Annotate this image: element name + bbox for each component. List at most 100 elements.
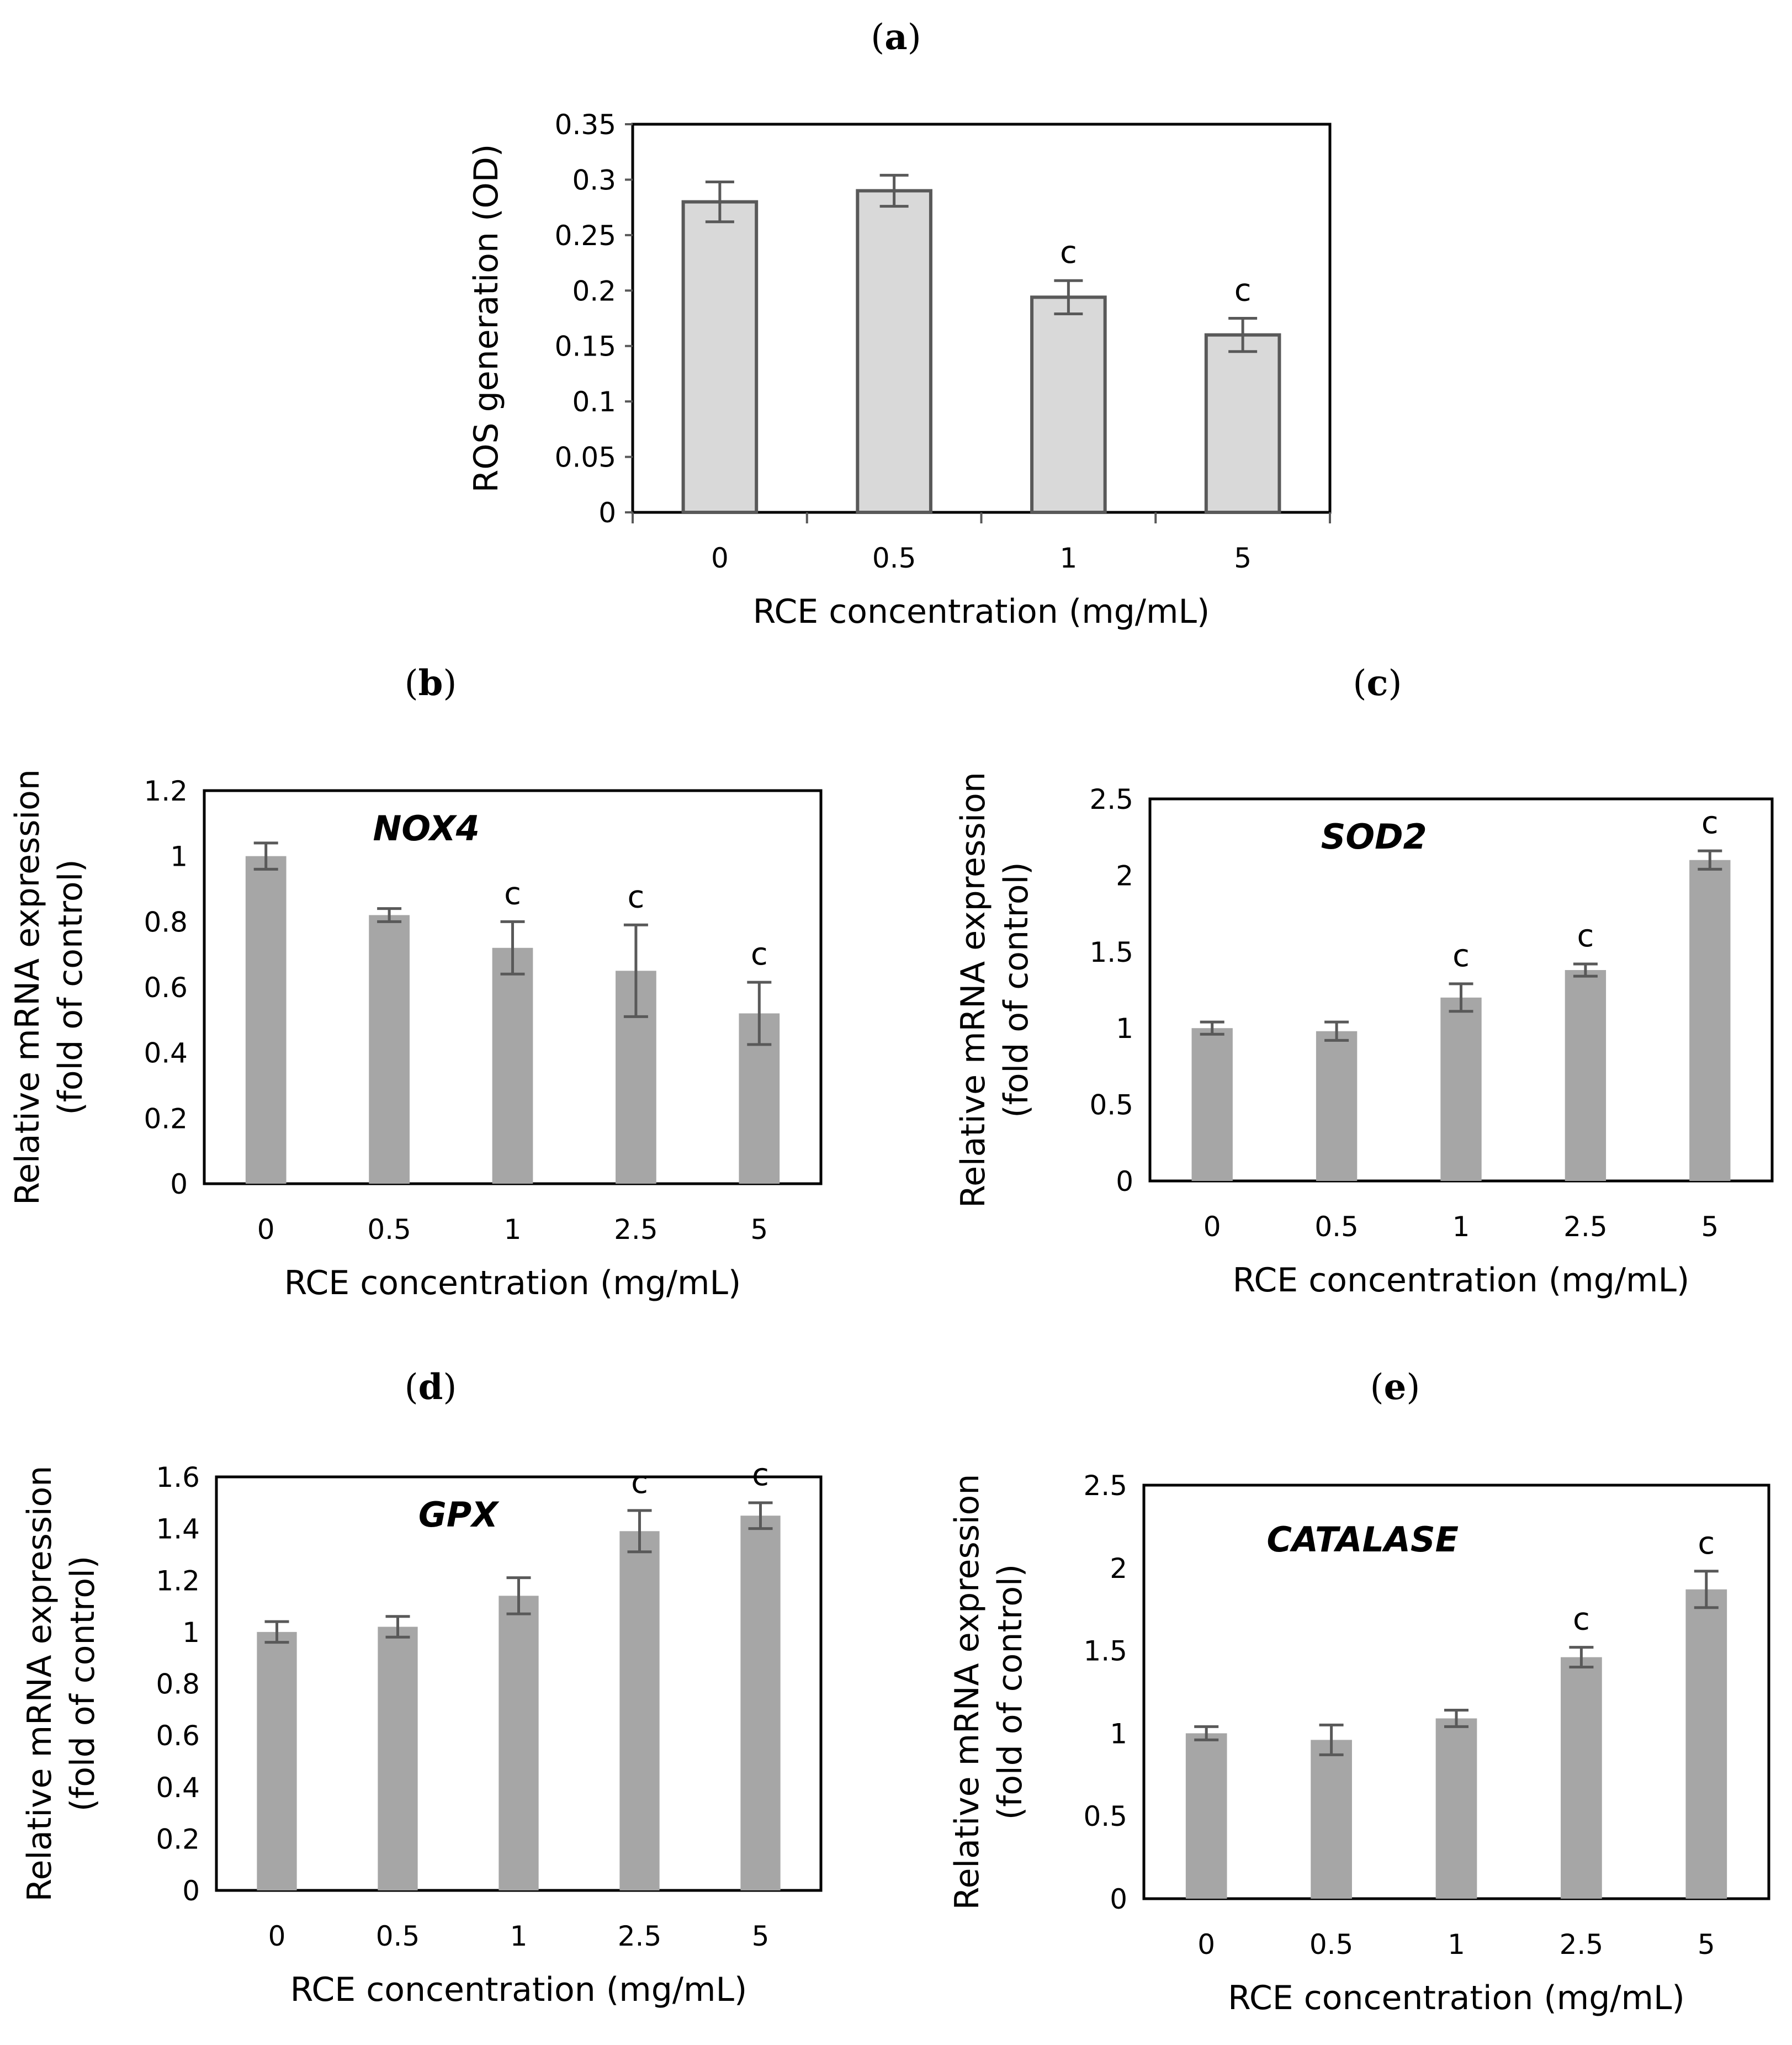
significance-label: c	[628, 879, 645, 915]
y-tick-label: 0.5	[1089, 1089, 1133, 1121]
y-tick-label: 2.5	[1083, 1470, 1127, 1502]
y-axis-title: Relative mRNA expression	[20, 1466, 59, 1902]
significance-label: c	[1234, 273, 1252, 309]
bar	[369, 915, 410, 1184]
y-tick-label: 0.4	[156, 1772, 200, 1804]
x-tick-label: 0	[1197, 1929, 1215, 1961]
y-axis-title: ROS generation (OD)	[467, 144, 506, 493]
chart-a: 0 0.05 0.1 0.15 0.2 0.25 0.3 0.35 0 0.5 c 1 c 5 RCE co…	[467, 109, 1332, 631]
x-tick-label: 0.5	[1314, 1211, 1359, 1243]
x-tick-label: 1	[1452, 1211, 1470, 1243]
y-tick-label: 0.5	[1083, 1800, 1127, 1832]
bar	[499, 1596, 539, 1890]
bar	[1565, 970, 1607, 1181]
x-axis-title: RCE concentration (mg/mL)	[753, 592, 1210, 631]
bar	[1316, 1031, 1358, 1181]
significance-label: c	[1698, 1525, 1715, 1561]
x-tick-label: 5	[750, 1214, 768, 1246]
x-tick-label: 0	[1203, 1211, 1221, 1243]
x-axis-title: RCE concentration (mg/mL)	[1228, 1979, 1685, 2017]
y-tick-label: 1.5	[1083, 1635, 1127, 1667]
x-tick-label: 2.5	[614, 1214, 658, 1246]
significance-label: c	[1573, 1602, 1590, 1638]
y-tick-label: 0.2	[572, 275, 616, 307]
x-tick-label: 5	[1701, 1211, 1719, 1243]
y-tick-label: 1.4	[156, 1513, 200, 1545]
chart-title: NOX4	[373, 808, 479, 849]
chart-e-group: 0 0.5 1 1.5 2 2.5 0 0.5 1 c 2.5 c 5 CATALASE RCE conce…	[948, 1470, 1770, 2017]
y-tick-label: 0.3	[572, 164, 616, 196]
y-tick-label: 2	[1110, 1553, 1127, 1585]
bar	[619, 1531, 660, 1890]
y-tick-label: 2.5	[1089, 783, 1133, 815]
y-tick-label: 1	[1110, 1718, 1127, 1750]
y-tick-label: 0.25	[555, 220, 616, 252]
bar	[1685, 1589, 1727, 1899]
bar	[1191, 1028, 1233, 1181]
chart-title: GPX	[418, 1495, 500, 1535]
x-tick-label: 5	[1698, 1929, 1715, 1961]
y-tick-label: 1.2	[156, 1565, 200, 1597]
panel-label-d: (d)	[404, 1366, 457, 1408]
y-tick-label: 1.5	[1089, 936, 1133, 968]
significance-label: c	[751, 936, 768, 972]
chart-c-group: 0 0.5 1 1.5 2 2.5 0 0.5 c 1 c 2.5 c 5 SOD2 RCE concentr…	[954, 772, 1774, 1300]
x-tick-label: 0	[257, 1214, 275, 1246]
y-tick-label: 1.2	[144, 775, 188, 807]
x-tick-label: 1	[1448, 1929, 1465, 1961]
x-tick-label: 0.5	[872, 542, 916, 574]
x-tick-label: 2.5	[1563, 1211, 1608, 1243]
bar	[681, 200, 759, 515]
x-tick-label: 0	[268, 1920, 286, 1952]
bar	[1440, 997, 1482, 1181]
chart-c: 0 0.5 1 1.5 2 2.5 0 0.5 c 1 c 2.5 c 5 SOD2 RCE concentr…	[954, 772, 1774, 1300]
bar	[378, 1627, 418, 1890]
chart-b-group: 0 0.2 0.4 0.6 0.8 1 1.2 0 0.5 c 1 c 2.5 c 5 NOX4 RCE con…	[8, 769, 823, 1302]
x-tick-label: 2.5	[618, 1920, 662, 1952]
x-tick-label: 2.5	[1560, 1929, 1604, 1961]
y-tick-label: 2	[1116, 860, 1133, 892]
y-tick-label: 1	[182, 1617, 200, 1649]
x-tick-label: 1	[1059, 542, 1077, 574]
bar	[1185, 1733, 1227, 1899]
x-tick-label: 1	[510, 1920, 528, 1952]
y-tick-label: 1	[170, 841, 188, 873]
bar	[492, 947, 533, 1184]
significance-label: c	[1452, 938, 1470, 974]
significance-label: c	[752, 1457, 769, 1493]
y-tick-label: 0.35	[555, 109, 616, 141]
x-tick-label: 5	[1234, 542, 1252, 574]
y-axis-title: Relative mRNA expression	[948, 1474, 987, 1910]
x-tick-label: 0.5	[376, 1920, 420, 1952]
x-axis-title: RCE concentration (mg/mL)	[290, 1970, 747, 2009]
bar	[1561, 1657, 1602, 1899]
chart-title: SOD2	[1321, 817, 1427, 857]
bar	[1311, 1740, 1352, 1899]
y-tick-label: 0	[1116, 1165, 1133, 1198]
bar	[1689, 860, 1731, 1181]
significance-label: c	[1577, 918, 1594, 954]
y-axis-title: Relative mRNA expression	[8, 769, 47, 1205]
bar	[856, 189, 932, 514]
y-axis-title: Relative mRNA expression	[954, 772, 993, 1208]
y-tick-label: 0.8	[144, 906, 188, 938]
x-tick-label: 5	[752, 1920, 770, 1952]
panel-label-b: (b)	[404, 663, 457, 704]
y-tick-label: 0	[170, 1168, 188, 1200]
y-tick-label: 1.6	[156, 1461, 200, 1493]
y-tick-label: 0.15	[555, 331, 616, 363]
y-tick-label: 0	[598, 497, 616, 529]
y-axis-title: (fold of control)	[997, 862, 1036, 1117]
y-tick-label: 0.05	[555, 442, 616, 474]
y-tick-label: 0.2	[144, 1103, 188, 1135]
chart-title: CATALASE	[1266, 1519, 1459, 1560]
bar	[740, 1516, 781, 1890]
bar	[1435, 1718, 1477, 1899]
x-tick-label: 0.5	[1309, 1929, 1354, 1961]
x-tick-label: 0.5	[367, 1214, 411, 1246]
y-tick-label: 0.6	[144, 972, 188, 1004]
panel-label-a: (a)	[871, 17, 921, 58]
chart-d: 0 0.2 0.4 0.6 0.8 1 1.2 1.4 1.6 0 0.5 1 c 2.5 c 5 GPX RCE…	[20, 1457, 823, 2009]
y-axis-title: (fold of control)	[51, 859, 90, 1115]
